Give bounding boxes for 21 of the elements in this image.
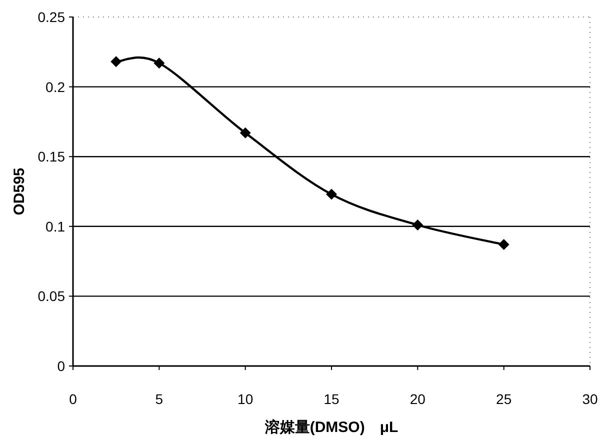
y-tick-label: 0 bbox=[57, 358, 66, 374]
y-tick-label: 0.25 bbox=[38, 9, 66, 25]
point bbox=[110, 56, 122, 68]
x-axis-title: 溶媒量(DMSO) μL bbox=[264, 418, 398, 436]
x-tick-label: 10 bbox=[238, 391, 254, 407]
y-tick-label: 0.05 bbox=[38, 288, 66, 304]
y-tick-label: 0.2 bbox=[46, 78, 66, 95]
y-axis-title: OD595 bbox=[11, 168, 28, 216]
x-tick-label: 5 bbox=[155, 391, 164, 407]
x-tick-label: 20 bbox=[410, 391, 426, 407]
point bbox=[412, 220, 424, 231]
x-tick-label: 30 bbox=[582, 391, 598, 407]
x-tick-label: 25 bbox=[496, 391, 512, 407]
x-tick-label: 0 bbox=[69, 391, 78, 407]
point bbox=[240, 127, 251, 138]
y-tick-label: 0.15 bbox=[38, 148, 66, 165]
point bbox=[326, 188, 337, 200]
point bbox=[498, 239, 510, 250]
point bbox=[154, 58, 165, 69]
x-tick-label: 15 bbox=[324, 391, 340, 407]
y-tick-label: 0.1 bbox=[46, 218, 66, 234]
